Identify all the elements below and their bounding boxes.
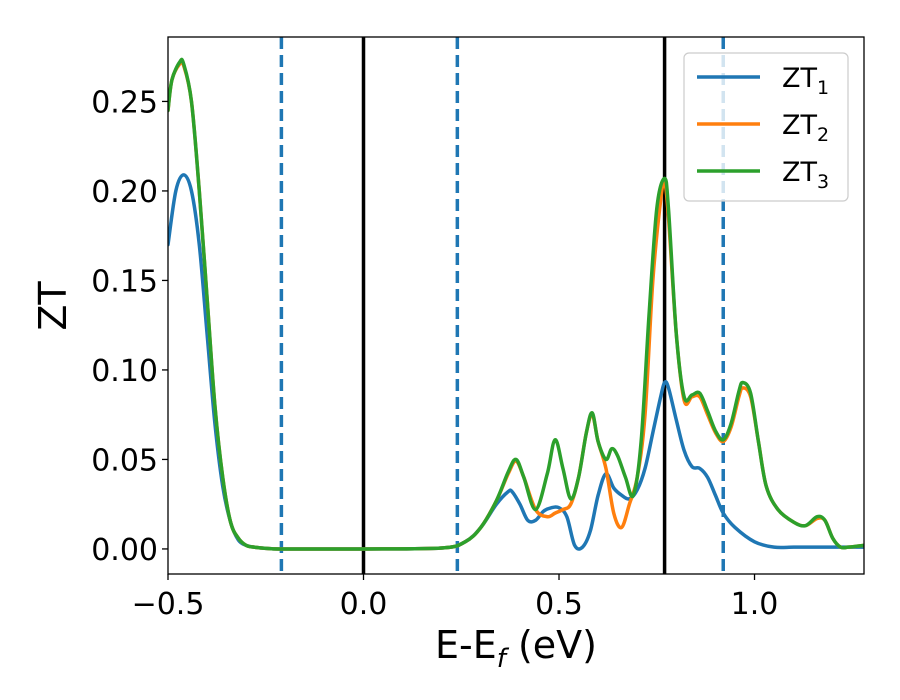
y-axis-ticks: 0.00 0.05 0.10 0.15 0.20 0.25 (91, 85, 168, 568)
legend-label-zt2: ZT2 (782, 110, 829, 146)
y-tick-label: 0.25 (91, 85, 158, 120)
x-tick-label: −0.5 (132, 587, 205, 622)
plot-area (168, 37, 864, 574)
y-tick-label: 0.00 (91, 533, 158, 568)
x-axis-title: E-Ef (eV) (435, 623, 597, 674)
y-tick-label: 0.10 (91, 354, 158, 389)
series-line-zt1 (168, 173, 864, 551)
legend-label-zt1: ZT1 (782, 63, 829, 99)
x-tick-label: 0.0 (340, 587, 388, 622)
plot-frame (167, 36, 865, 575)
y-tick-label: 0.20 (91, 175, 158, 210)
y-tick-label: 0.15 (91, 264, 158, 299)
legend-box (683, 52, 849, 202)
x-tick-label: 0.5 (535, 587, 583, 622)
y-axis-title: ZT (31, 281, 75, 331)
legend-label-zt3: ZT3 (782, 157, 829, 193)
x-tick-label: 1.0 (731, 587, 779, 622)
legend: ZT1 ZT2 ZT3 (683, 52, 849, 202)
y-tick-label: 0.05 (91, 443, 158, 478)
x-axis-ticks: −0.5 0.0 0.5 1.0 (132, 574, 779, 622)
series-line-zt3 (168, 57, 864, 551)
